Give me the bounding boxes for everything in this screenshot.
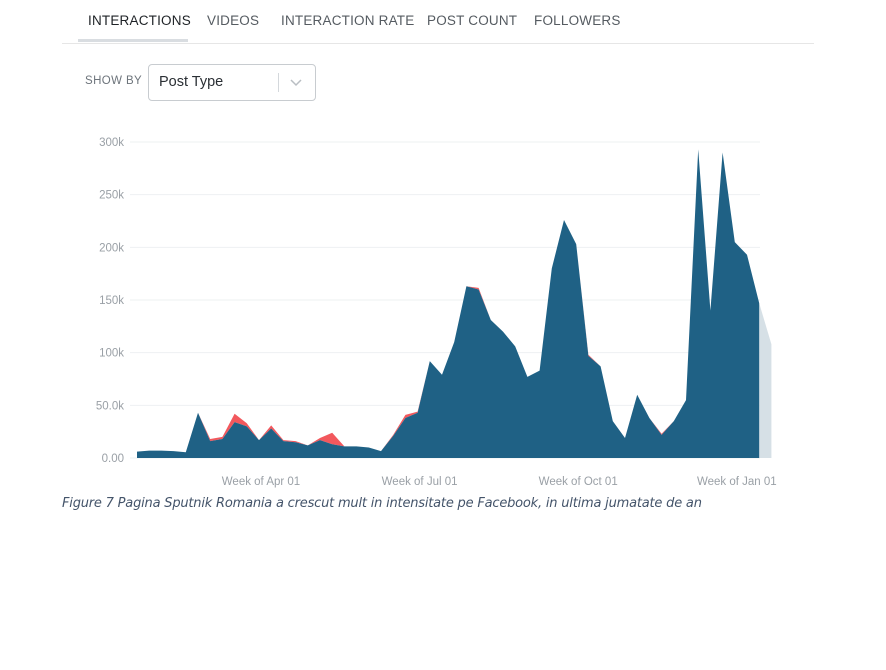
select-separator (278, 73, 279, 92)
figure-caption: Figure 7 Pagina Sputnik Romania a crescu… (62, 496, 702, 511)
projection-area (759, 303, 772, 458)
x-tick-label: Week of Oct 01 (539, 476, 618, 488)
tab-interactions[interactable]: INTERACTIONS (88, 13, 191, 28)
select-value: Post Type (159, 74, 224, 90)
active-tab-indicator (78, 39, 188, 42)
interactions-area-chart: 0.00 50.0k 100k 150k 200k 250k 300k Week of Apr… (96, 137, 777, 488)
y-tick-label: 250k (99, 190, 124, 202)
y-tick-label: 0.00 (102, 453, 124, 465)
tab-interaction-rate[interactable]: INTERACTION RATE (281, 13, 415, 28)
y-tick-label: 50.0k (96, 400, 124, 412)
y-tick-label: 100k (99, 348, 124, 360)
chevron-down-icon[interactable] (288, 74, 304, 90)
metric-tabs: INTERACTIONS VIDEOS INTERACTION RATE POS… (62, 0, 814, 44)
post-type-select[interactable]: Post Type (148, 64, 316, 101)
y-tick-label: 150k (99, 295, 124, 307)
x-tick-label: Week of Apr 01 (222, 476, 300, 488)
tab-post-count[interactable]: POST COUNT (427, 13, 518, 28)
y-tick-label: 200k (99, 242, 124, 254)
x-tick-label: Week of Jul 01 (382, 476, 458, 488)
y-tick-label: 300k (99, 137, 124, 149)
show-by-label: SHOW BY (85, 75, 143, 87)
x-tick-label: Week of Jan 01 (697, 476, 777, 488)
main-series-area (137, 149, 760, 458)
tab-videos[interactable]: VIDEOS (207, 13, 260, 28)
tab-followers[interactable]: FOLLOWERS (534, 13, 621, 28)
